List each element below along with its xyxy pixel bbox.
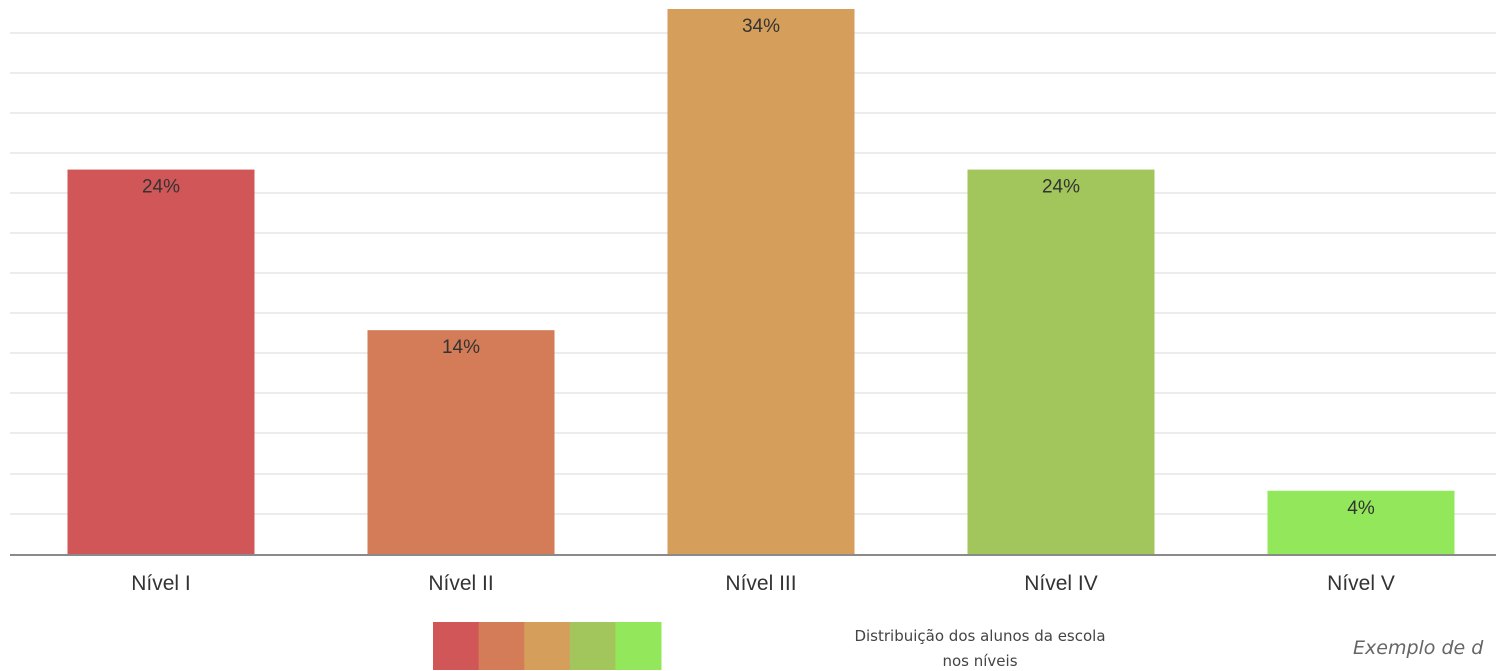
bar-2 (367, 330, 555, 555)
x-tick-labels: Nível I Nível II Nível III Nível IV Nível V (131, 572, 1395, 595)
legend-swatches (433, 622, 662, 670)
bar-value-label: 24% (142, 177, 180, 198)
bar-value-label: 14% (442, 337, 480, 358)
x-tick-label: Nível I (131, 572, 191, 595)
bar-value-label: 34% (742, 16, 780, 37)
bar-value-label: 24% (1042, 177, 1080, 198)
bar-5 (1267, 490, 1455, 555)
bar-4 (967, 169, 1155, 555)
x-tick-label: Nível V (1327, 572, 1395, 595)
legend-swatch (615, 622, 662, 670)
legend: Distribuição dos alunos da escola nos ní… (433, 622, 1106, 670)
x-tick-label: Nível III (725, 572, 796, 595)
bar-3 (667, 9, 855, 555)
legend-swatch (433, 622, 480, 670)
legend-swatch (478, 622, 525, 670)
bar-1 (67, 169, 255, 555)
x-tick-label: Nível II (428, 572, 493, 595)
legend-text-line-2: nos níveis (942, 652, 1017, 670)
bar-value-label: 4% (1347, 498, 1375, 519)
legend-swatch (524, 622, 571, 670)
caption: Exemplo de d (1353, 637, 1484, 659)
x-tick-label: Nível IV (1024, 572, 1098, 595)
legend-text-line-1: Distribuição dos alunos da escola (854, 627, 1105, 645)
bars-group: 24% 14% 34% 24% 4% (67, 9, 1455, 555)
legend-swatch (569, 622, 616, 670)
